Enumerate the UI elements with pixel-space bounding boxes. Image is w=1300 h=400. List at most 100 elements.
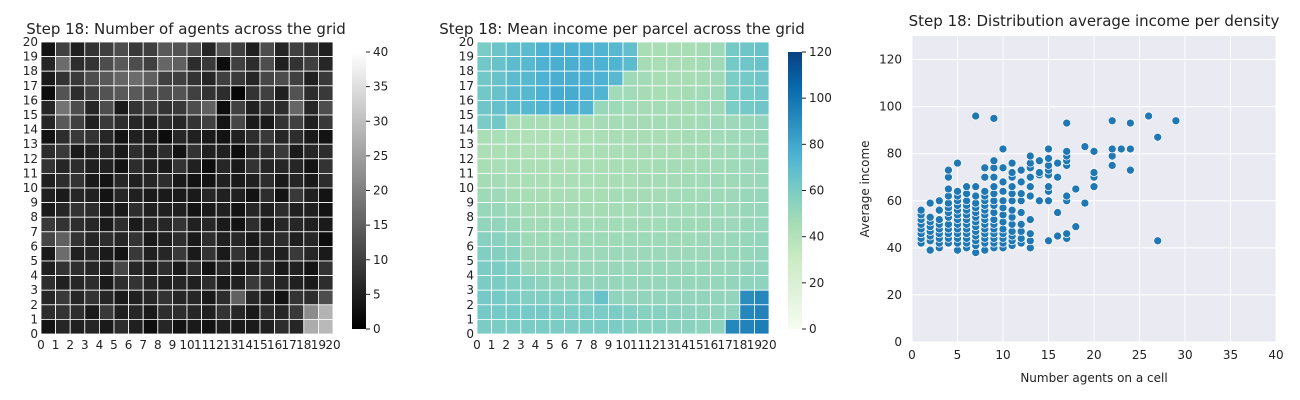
heatmap-cell [637,114,653,131]
heatmap-cell [491,318,507,335]
colorbar-gradient [352,52,366,329]
heatmap-cell [274,100,290,116]
heatmap-cell [505,70,522,87]
scatter-point [989,172,999,182]
scatter-point [1025,191,1035,201]
heatmap-cell [724,216,741,233]
x-tick-label: 20 [325,338,340,352]
heatmap-cell [171,56,188,72]
heatmap-cell [754,129,770,145]
heatmap-cell [259,231,276,247]
income-colorbar: 0 20 40 60 80 100 120 [788,45,832,336]
heatmap-cell [259,275,276,291]
x-tick-label: 11 [630,338,645,352]
heatmap-cell [593,172,609,189]
heatmap-cell [142,304,159,320]
heatmap-cell [274,202,290,218]
heatmap-cell [608,318,624,335]
heatmap-cell [55,275,71,291]
heatmap-cell [710,172,726,189]
heatmap-cell [55,158,71,174]
heatmap-cell [113,158,130,174]
heatmap-cell [491,41,507,58]
heatmap-cell [186,187,203,204]
heatmap-cell [710,143,726,160]
y-tick-label: 0 [30,327,38,341]
heatmap-cell [724,304,741,320]
heatmap-cell [710,304,726,320]
heatmap-cell [244,70,261,87]
heatmap-cell [288,289,305,306]
heatmap-cell [535,231,551,247]
heatmap-cell [230,260,246,277]
heatmap-cell [186,143,203,160]
heatmap-cell [681,245,697,262]
heatmap-cell [84,202,100,218]
heatmap-cell [40,158,57,174]
scatter-point [1025,182,1035,191]
heatmap-cell [695,100,712,116]
heatmap-cell [681,158,697,174]
heatmap-cell [476,172,493,189]
heatmap-cell [230,289,246,306]
heatmap-cell [491,114,507,131]
y-tick-label: 17 [459,79,474,93]
scatter-point [1126,165,1135,175]
heatmap-cell [724,260,741,277]
heatmap-cell [637,318,653,335]
heatmap-cell [505,56,522,72]
heatmap-cell [259,289,276,306]
heatmap-cell [637,187,653,204]
heatmap-cell [113,114,130,131]
x-tick-label: 11 [194,338,209,352]
heatmap-cell [40,85,57,101]
heatmap-cell [491,187,507,204]
heatmap-cell [505,187,522,204]
scatter-point [934,215,944,224]
heatmap-cell [681,129,697,145]
heatmap-cell [608,304,624,320]
heatmap-cell [69,70,86,87]
heatmap-cell [491,158,507,174]
heatmap-cell [622,143,639,160]
scatter-point [1016,165,1026,175]
heatmap-cell [55,304,71,320]
heatmap-cell [637,129,653,145]
heatmap-cell [288,70,305,87]
colorbar-tick-label: 20 [809,276,824,290]
heatmap-cell [608,187,624,204]
heatmap-cell [288,114,305,131]
heatmap-cell [476,231,493,247]
y-tick-label: 6 [30,239,38,253]
heatmap-cell [739,129,755,145]
colorbar-tick-label: 5 [373,287,381,301]
heatmap-cell [505,100,522,116]
heatmap-cell [637,260,653,277]
x-tick-label: 18 [296,338,311,352]
heatmap-cell [739,143,755,160]
heatmap-cell [651,202,668,218]
heatmap-cell [142,114,159,131]
heatmap-cell [754,245,770,262]
heatmap-cell [637,202,653,218]
x-tick-label: 6 [125,338,133,352]
scatter-point [1007,168,1017,177]
agents-heatmap-panel: Step 18: Number of agents across the gri… [23,20,389,352]
heatmap-cell [84,318,100,335]
heatmap-cell [754,158,770,174]
heatmap-cell [535,158,551,174]
heatmap-cell [171,172,188,189]
heatmap-cell [695,289,712,306]
heatmap-cell [754,187,770,204]
heatmap-cell [666,231,682,247]
x-tick-label: 15 [688,338,703,352]
heatmap-cell [535,304,551,320]
heatmap-cell [754,216,770,233]
heatmap-cell [520,289,536,306]
heatmap-cell [549,100,566,116]
scatter-point [1044,182,1053,191]
heatmap-cell [520,56,536,72]
scatter-point [925,198,935,208]
heatmap-cell [637,56,653,72]
heatmap-cell [274,41,290,58]
